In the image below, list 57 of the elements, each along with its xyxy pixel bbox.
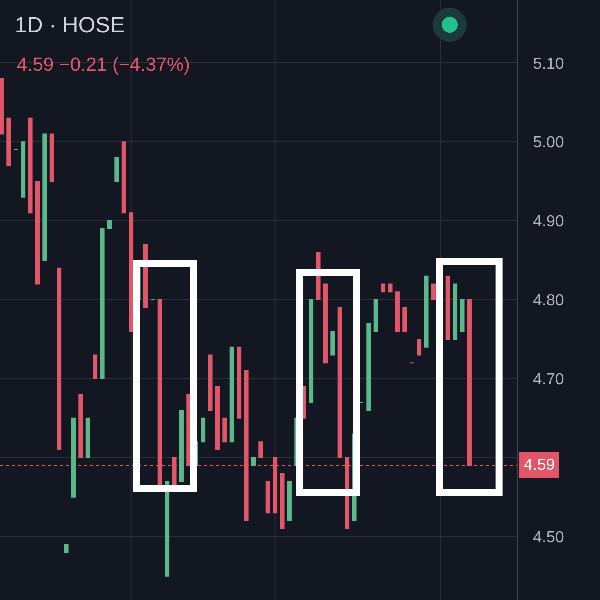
candlestick (287, 481, 292, 522)
candlestick (381, 284, 386, 293)
candlestick (280, 473, 285, 530)
candlestick (201, 418, 206, 443)
candlestick (57, 268, 62, 450)
text: 1D · HOSE (15, 12, 126, 38)
candlestick (230, 346, 234, 443)
candlestick (35, 181, 40, 285)
ref-line-label: 4.59 (524, 457, 556, 474)
candlestick (366, 323, 372, 412)
candlestick (93, 354, 98, 380)
candlestick (21, 142, 26, 198)
candlestick (338, 307, 342, 458)
candlestick (114, 157, 120, 182)
candlestick (309, 300, 314, 404)
candlestick (388, 284, 393, 293)
candlestick (453, 284, 458, 340)
candlestick (424, 276, 429, 348)
candlestick (251, 457, 256, 466)
candlestick (266, 481, 270, 514)
candlestick (122, 142, 126, 214)
y-tick-label: 4.70 (533, 372, 564, 389)
candlestick (402, 307, 408, 332)
candlestick (222, 418, 228, 443)
y-tick-label: 5.00 (533, 134, 564, 152)
candlestick (86, 418, 90, 458)
candlestick (107, 220, 112, 230)
y-tick-label: 4.80 (533, 292, 564, 310)
candlestick (431, 284, 436, 300)
candlestick (179, 410, 184, 482)
candlestick (417, 338, 422, 356)
candlestick (100, 228, 105, 380)
candlestick (28, 118, 33, 214)
y-tick-label: 4.90 (533, 214, 564, 231)
candlestick (165, 481, 170, 577)
candlestick (64, 544, 69, 554)
candlestick (42, 134, 48, 262)
candlestick (50, 134, 54, 182)
text: 4.59 −0.21 (−4.37%) (17, 55, 190, 76)
candlestick (395, 292, 400, 332)
candlestick (208, 354, 213, 412)
candlestick (467, 300, 472, 466)
candlestick (129, 212, 134, 332)
candlestick (6, 118, 12, 166)
candlestick (374, 300, 378, 332)
candlestick (460, 300, 465, 332)
candlestick (330, 331, 336, 356)
candlestick (215, 386, 220, 450)
y-tick-label: 5.10 (533, 56, 564, 73)
candlestick (323, 284, 328, 364)
candlestick (237, 346, 242, 419)
candlestick (78, 394, 84, 458)
candlestick (258, 442, 264, 458)
candlestick (446, 276, 450, 340)
candlestick (0, 78, 4, 135)
candlestick (71, 418, 76, 498)
y-tick-label: 4.50 (533, 529, 564, 546)
